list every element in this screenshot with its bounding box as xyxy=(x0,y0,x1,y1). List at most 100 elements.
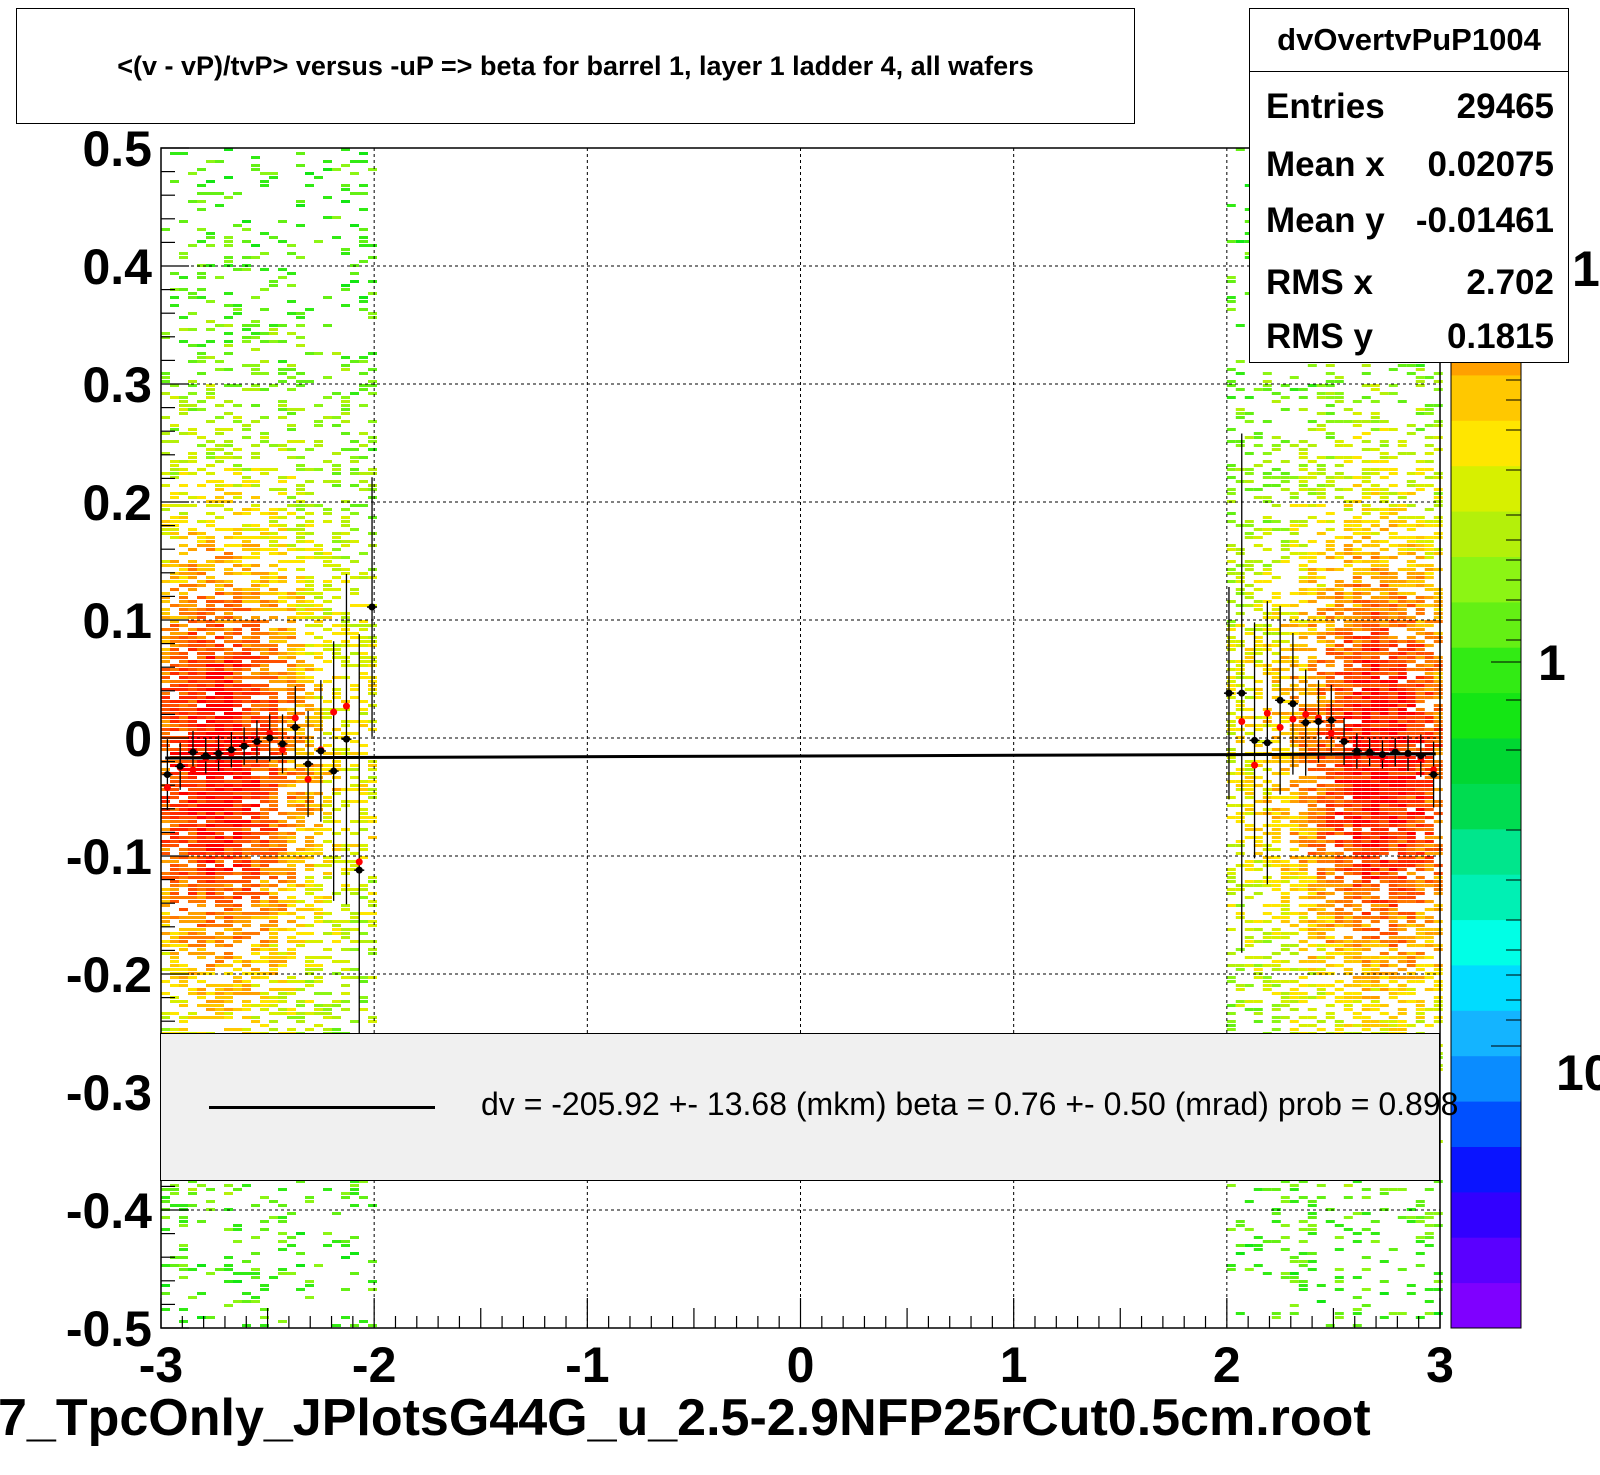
heatmap-cell xyxy=(1280,528,1290,531)
heatmap-cell xyxy=(206,888,215,891)
heatmap-cell xyxy=(251,872,260,875)
heatmap-cell xyxy=(1325,660,1335,663)
heatmap-cell xyxy=(251,556,260,559)
heatmap-cell xyxy=(1343,636,1353,639)
heatmap-cell xyxy=(161,844,170,847)
heatmap-cell xyxy=(1325,556,1335,559)
heatmap-cell xyxy=(1307,888,1317,891)
heatmap-cell xyxy=(1334,756,1344,759)
heatmap-cell xyxy=(1361,616,1371,619)
heatmap-cell xyxy=(161,744,170,747)
heatmap-cell xyxy=(287,456,296,459)
heatmap-cell xyxy=(260,1024,269,1027)
heatmap-cell xyxy=(314,832,323,835)
heatmap-cell xyxy=(1289,992,1299,995)
heatmap-cell xyxy=(251,820,260,823)
heatmap-cell xyxy=(332,1028,341,1031)
heatmap-cell xyxy=(1361,900,1371,903)
heatmap-cell xyxy=(341,304,350,307)
heatmap-cell xyxy=(251,1004,260,1007)
heatmap-cell xyxy=(323,752,332,755)
heatmap-cell xyxy=(1307,1200,1317,1203)
heatmap-cell xyxy=(1325,372,1335,375)
heatmap-cell xyxy=(170,964,179,967)
heatmap-cell xyxy=(179,836,188,839)
heatmap-cell xyxy=(1271,528,1281,531)
heatmap-cell xyxy=(1307,816,1317,819)
heatmap-cell xyxy=(1289,696,1299,699)
heatmap-cell xyxy=(1325,912,1335,915)
heatmap-cell xyxy=(170,796,179,799)
heatmap-cell xyxy=(341,920,350,923)
heatmap-cell xyxy=(341,572,350,575)
heatmap-cell xyxy=(359,308,368,311)
heatmap-cell xyxy=(1280,640,1290,643)
heatmap-cell xyxy=(350,732,359,735)
heatmap-cell xyxy=(260,252,269,255)
heatmap-cell xyxy=(161,768,170,771)
heatmap-cell xyxy=(332,764,341,767)
heatmap-cell xyxy=(170,788,179,791)
heatmap-cell xyxy=(1316,412,1326,415)
heatmap-cell xyxy=(1316,776,1326,779)
heatmap-cell xyxy=(224,692,233,695)
heatmap-cell xyxy=(1361,648,1371,651)
heatmap-cell xyxy=(1379,508,1389,511)
heatmap-cell xyxy=(1334,464,1344,467)
heatmap-cell xyxy=(1262,520,1272,523)
heatmap-cell xyxy=(269,824,278,827)
heatmap-cell xyxy=(323,956,332,959)
heatmap-cell xyxy=(1343,724,1353,727)
heatmap-cell xyxy=(359,236,368,239)
heatmap-cell xyxy=(323,860,332,863)
heatmap-cell xyxy=(1226,728,1236,731)
heatmap-cell xyxy=(1361,996,1371,999)
heatmap-cell xyxy=(1361,1288,1371,1291)
heatmap-cell xyxy=(1253,588,1263,591)
heatmap-cell xyxy=(341,968,350,971)
heatmap-cell xyxy=(278,568,287,571)
heatmap-cell xyxy=(1262,420,1272,423)
heatmap-cell xyxy=(1379,576,1389,579)
heatmap-cell xyxy=(215,960,224,963)
heatmap-cell xyxy=(1379,584,1389,587)
heatmap-cell xyxy=(1343,1216,1353,1219)
heatmap-cell xyxy=(242,636,251,639)
heatmap-cell xyxy=(1298,524,1308,527)
heatmap-cell xyxy=(1289,784,1299,787)
heatmap-cell xyxy=(305,840,314,843)
heatmap-cell xyxy=(233,720,242,723)
heatmap-cell xyxy=(215,860,224,863)
heatmap-cell xyxy=(260,332,269,335)
heatmap-cell xyxy=(1361,668,1371,671)
heatmap-cell xyxy=(1370,748,1380,751)
heatmap-cell xyxy=(287,1272,296,1275)
heatmap-cell xyxy=(197,668,206,671)
heatmap-cell xyxy=(179,704,188,707)
heatmap-cell xyxy=(1280,544,1290,547)
heatmap-cell xyxy=(1226,660,1236,663)
heatmap-cell xyxy=(350,688,359,691)
heatmap-cell xyxy=(242,572,251,575)
heatmap-cell xyxy=(269,920,278,923)
heatmap-cell xyxy=(1289,1028,1299,1031)
heatmap-cell xyxy=(1298,452,1308,455)
heatmap-cell xyxy=(179,932,188,935)
heatmap-cell xyxy=(188,860,197,863)
heatmap-cell xyxy=(323,912,332,915)
heatmap-cell xyxy=(1343,904,1353,907)
heatmap-cell xyxy=(1352,572,1362,575)
heatmap-cell xyxy=(305,652,314,655)
heatmap-cell xyxy=(1361,784,1371,787)
heatmap-cell xyxy=(1379,580,1389,583)
heatmap-cell xyxy=(161,560,170,563)
heatmap-cell xyxy=(1307,904,1317,907)
heatmap-cell xyxy=(287,712,296,715)
heatmap-cell xyxy=(224,904,233,907)
heatmap-cell xyxy=(1316,924,1326,927)
heatmap-cell xyxy=(287,448,296,451)
heatmap-cell xyxy=(242,568,251,571)
heatmap-cell xyxy=(1334,820,1344,823)
heatmap-cell xyxy=(170,536,179,539)
heatmap-cell xyxy=(269,384,278,387)
